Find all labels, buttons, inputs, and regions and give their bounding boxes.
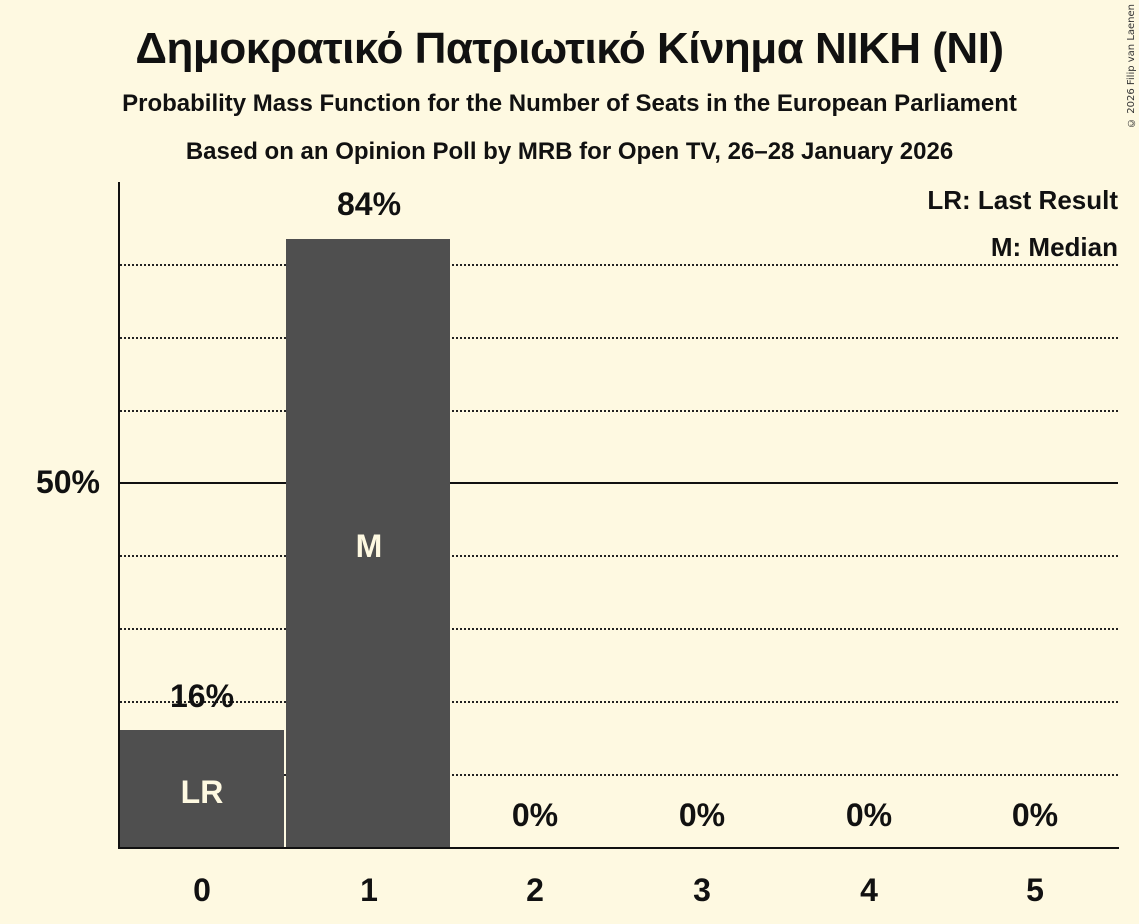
y-tick-50: 50% xyxy=(35,464,100,500)
gridline-50 xyxy=(120,482,1118,484)
bar-0-seats xyxy=(120,730,284,848)
bar-1-seats xyxy=(286,239,450,848)
bar-value-label-2: 0% xyxy=(511,797,559,833)
chart-subtitle: Probability Mass Function for the Number… xyxy=(122,90,1017,117)
x-tick-4: 4 xyxy=(860,872,878,908)
bar-value-label-3: 0% xyxy=(678,797,726,833)
x-tick-1: 1 xyxy=(360,872,378,908)
gridline-80 xyxy=(120,264,1118,266)
legend-median: M: Median xyxy=(990,232,1118,262)
x-tick-0: 0 xyxy=(193,872,211,908)
x-tick-2: 2 xyxy=(526,872,544,908)
legend-last-result: LR: Last Result xyxy=(927,185,1118,215)
median-marker: M xyxy=(355,528,383,564)
gridline-70 xyxy=(120,337,1118,339)
bar-value-label-5: 0% xyxy=(1011,797,1059,833)
last-result-marker: LR xyxy=(180,774,224,810)
bar-value-label-1: 84% xyxy=(336,186,402,222)
chart-title: Δημοκρατικό Πατριωτικό Κίνημα ΝΙΚΗ (NI) xyxy=(135,24,1004,73)
x-tick-5: 5 xyxy=(1026,872,1044,908)
gridline-60 xyxy=(120,410,1118,412)
bar-value-label-4: 0% xyxy=(845,797,893,833)
x-axis xyxy=(118,847,1119,849)
gridline-40 xyxy=(120,555,1118,557)
gridline-10 xyxy=(120,774,1118,776)
bar-value-label-0: 16% xyxy=(169,678,235,714)
gridline-20 xyxy=(120,701,1118,703)
gridline-30 xyxy=(120,628,1118,630)
y-axis xyxy=(118,182,120,849)
x-tick-3: 3 xyxy=(693,872,711,908)
chart-source-note: Based on an Opinion Poll by MRB for Open… xyxy=(185,138,954,165)
